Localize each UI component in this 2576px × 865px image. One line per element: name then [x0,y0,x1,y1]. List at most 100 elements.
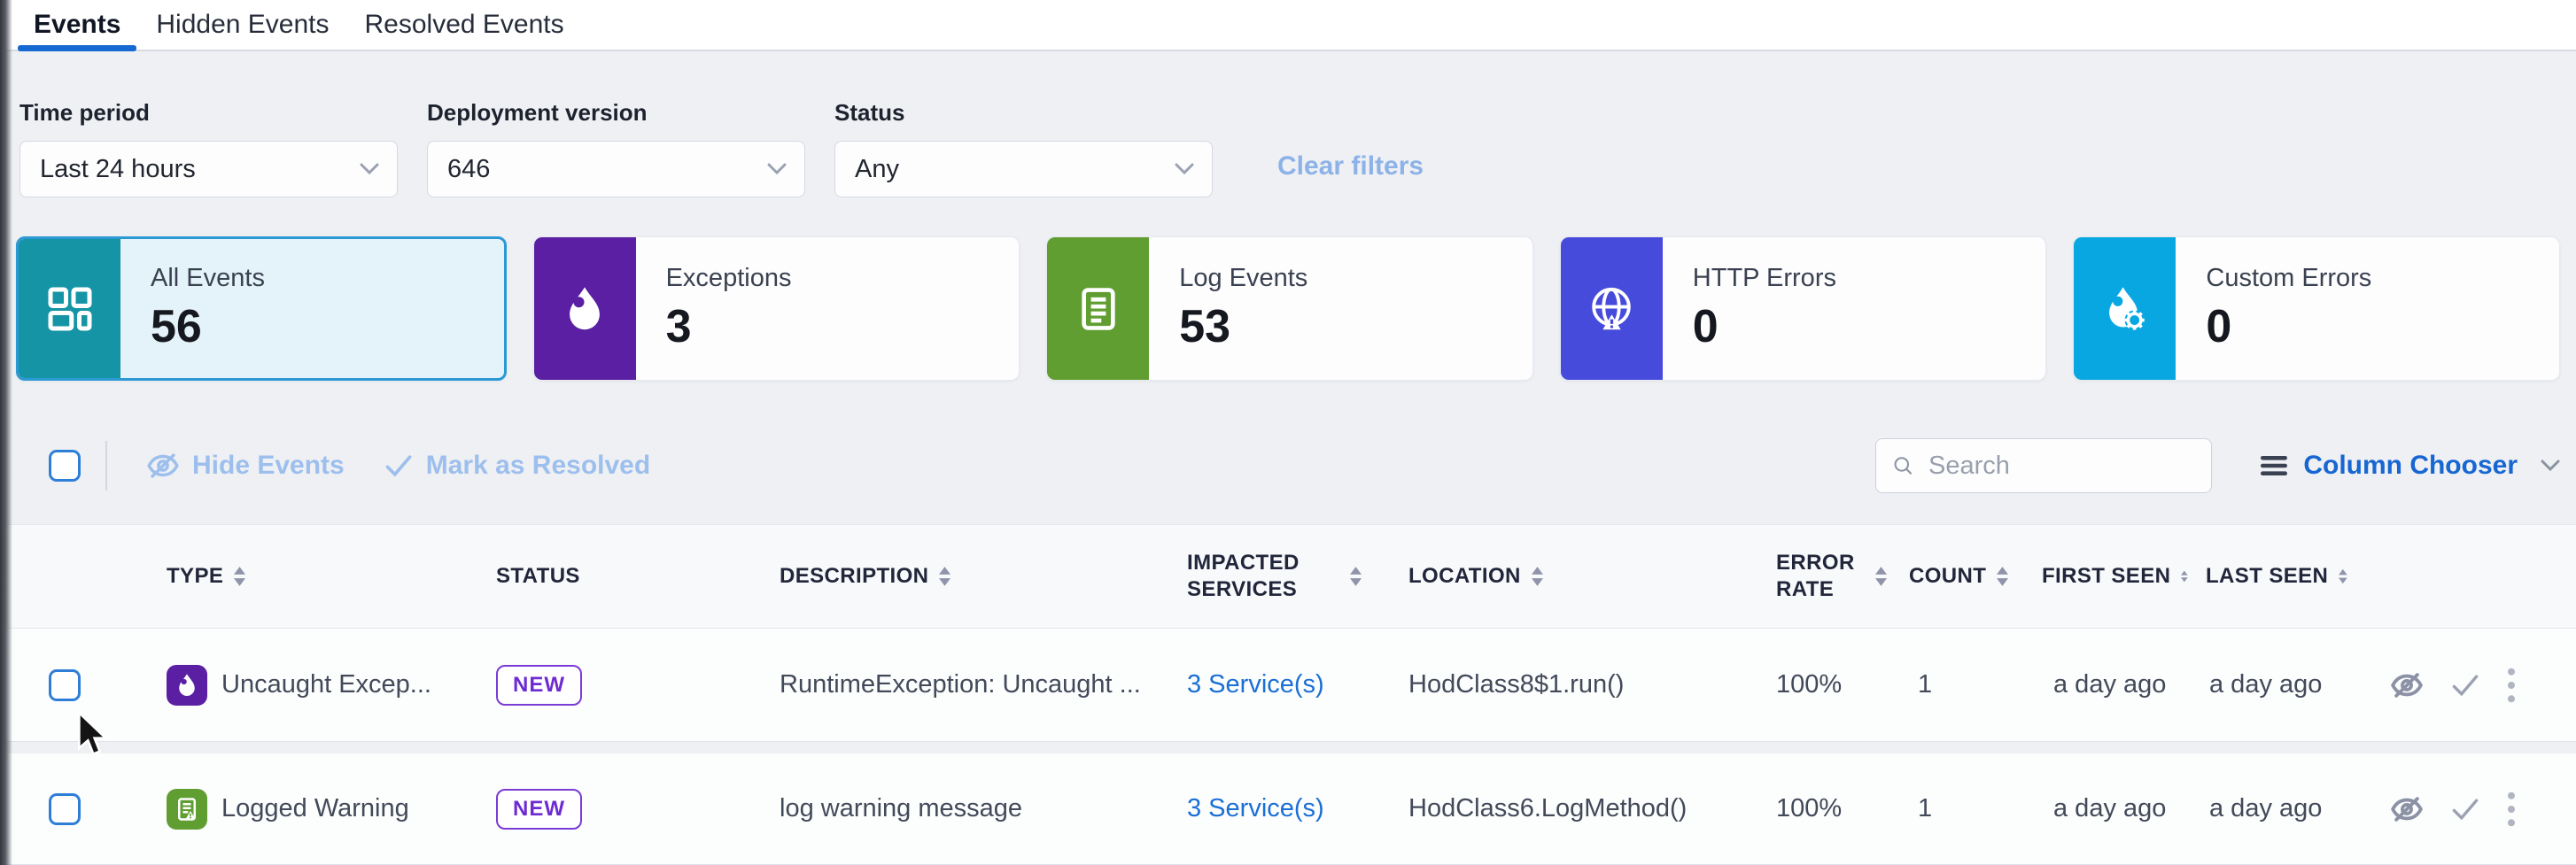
sort-icon [1531,567,1543,586]
error-rate: 100% [1776,670,1843,699]
last-seen: a day ago [2209,670,2323,699]
eye-slash-icon [147,453,179,478]
header-description[interactable]: DESCRIPTION [762,563,1169,590]
card-count: 0 [1692,301,1719,352]
card-exceptions[interactable]: Exceptions 3 [532,236,1020,381]
status-select[interactable]: Any [834,141,1213,197]
filter-time-period: Time period Last 24 hours [19,99,398,197]
chevron-down-icon [767,163,787,175]
log-icon [1047,237,1150,380]
header-first-seen[interactable]: FIRST SEEN [2024,563,2188,590]
card-count: 53 [1179,301,1231,352]
table-header-row: TYPE STATUS DESCRIPTION IMPACTED SERVICE… [0,524,2576,629]
tab-label: Events [34,10,121,39]
tab-label: Hidden Events [156,10,330,39]
chevron-down-icon [1175,163,1194,175]
hide-event-icon[interactable] [2390,671,2424,699]
sort-icon [1875,567,1887,586]
sort-icon [1997,567,2009,586]
hide-event-icon[interactable] [2390,795,2424,823]
clear-filters-link[interactable]: Clear filters [1277,151,1424,181]
status-badge: NEW [496,788,582,830]
kebab-menu-icon[interactable] [2507,668,2516,703]
tab-label: Resolved Events [364,10,564,39]
header-status[interactable]: STATUS [496,564,580,588]
table-row: Logged Warning NEW log warning message 3… [0,753,2576,865]
impacted-services-link[interactable]: 3 Service(s) [1187,794,1324,823]
header-last-seen[interactable]: LAST SEEN [2188,563,2347,590]
header-impacted-services[interactable]: IMPACTED SERVICES [1169,550,1391,603]
card-custom-errors[interactable]: Custom Errors 0 [2073,236,2560,381]
deployment-version-select[interactable]: 646 [427,141,805,197]
search-icon [1894,457,1913,475]
header-type[interactable]: TYPE [133,563,478,590]
card-count: 56 [151,301,202,352]
table-row: Uncaught Excep... NEW RuntimeException: … [0,629,2576,755]
row-checkbox[interactable] [49,668,81,701]
card-title: All Events [151,264,265,292]
card-title: Exceptions [665,264,792,292]
card-title: Log Events [1179,264,1308,292]
selected-value: 646 [447,154,491,183]
column-chooser-label: Column Chooser [2303,451,2518,480]
first-seen: a day ago [2053,670,2167,699]
mark-resolved-button[interactable]: Mark as Resolved [384,451,650,481]
column-chooser-button[interactable]: Column Chooser [2261,451,2560,481]
event-type: Uncaught Excep... [221,670,431,699]
header-error-rate[interactable]: ERROR RATE [1758,550,1891,603]
header-count[interactable]: COUNT [1891,563,2024,590]
flame-gear-icon [2074,237,2176,380]
event-count: 1 [1918,794,1933,823]
row-checkbox[interactable] [49,792,81,825]
mark-resolved-label: Mark as Resolved [425,451,651,480]
event-location: HodClass8$1.run() [1408,670,1625,699]
filter-status: Status Any [834,99,1213,197]
tab-bar: Events Hidden Events Resolved Events [0,0,2576,51]
card-title: HTTP Errors [1692,264,1836,292]
filter-label: Status [834,99,905,126]
search-box [1875,438,2213,493]
tab-events[interactable]: Events [18,0,137,51]
chevron-down-icon [360,163,379,175]
hide-events-label: Hide Events [192,451,345,480]
kebab-menu-icon[interactable] [2507,792,2516,827]
tab-hidden-events[interactable]: Hidden Events [140,0,345,50]
error-rate: 100% [1776,794,1843,823]
status-badge: NEW [496,664,582,706]
card-all-events[interactable]: All Events 56 [16,236,507,381]
tab-resolved-events[interactable]: Resolved Events [349,0,580,50]
resolve-event-icon[interactable] [2450,673,2480,698]
card-count: 3 [665,301,692,352]
resolve-event-icon[interactable] [2450,797,2480,822]
summary-cards: All Events 56 Exceptions 3 Log Events 53 [16,236,2560,381]
card-http-errors[interactable]: HTTP Errors 0 [1559,236,2047,381]
event-count: 1 [1918,670,1933,699]
card-count: 0 [2206,301,2232,352]
card-title: Custom Errors [2206,264,2372,292]
flame-icon [533,237,636,380]
flame-icon [167,664,207,706]
check-icon [385,455,412,477]
grid-icon [19,239,120,378]
select-all-checkbox[interactable] [49,450,81,482]
first-seen: a day ago [2053,794,2167,823]
search-input[interactable] [1928,451,2196,481]
hide-events-button[interactable]: Hide Events [146,451,345,481]
impacted-services-link[interactable]: 3 Service(s) [1187,670,1324,699]
sort-icon [2339,568,2347,584]
globe-error-icon [1560,237,1663,380]
filter-label: Time period [19,99,150,126]
filter-deployment-version: Deployment version 646 [427,99,805,197]
card-log-events[interactable]: Log Events 53 [1046,236,1533,381]
time-period-select[interactable]: Last 24 hours [19,141,398,197]
event-description: log warning message [780,794,1023,823]
toolbar-divider [105,441,107,490]
mouse-cursor [78,709,109,755]
selected-value: Last 24 hours [40,154,196,183]
filter-label: Deployment version [427,99,648,126]
event-type: Logged Warning [221,794,409,823]
header-location[interactable]: LOCATION [1391,563,1758,590]
event-description: RuntimeException: Uncaught ... [780,670,1141,699]
selected-value: Any [855,154,899,183]
sort-icon [1350,567,1362,586]
